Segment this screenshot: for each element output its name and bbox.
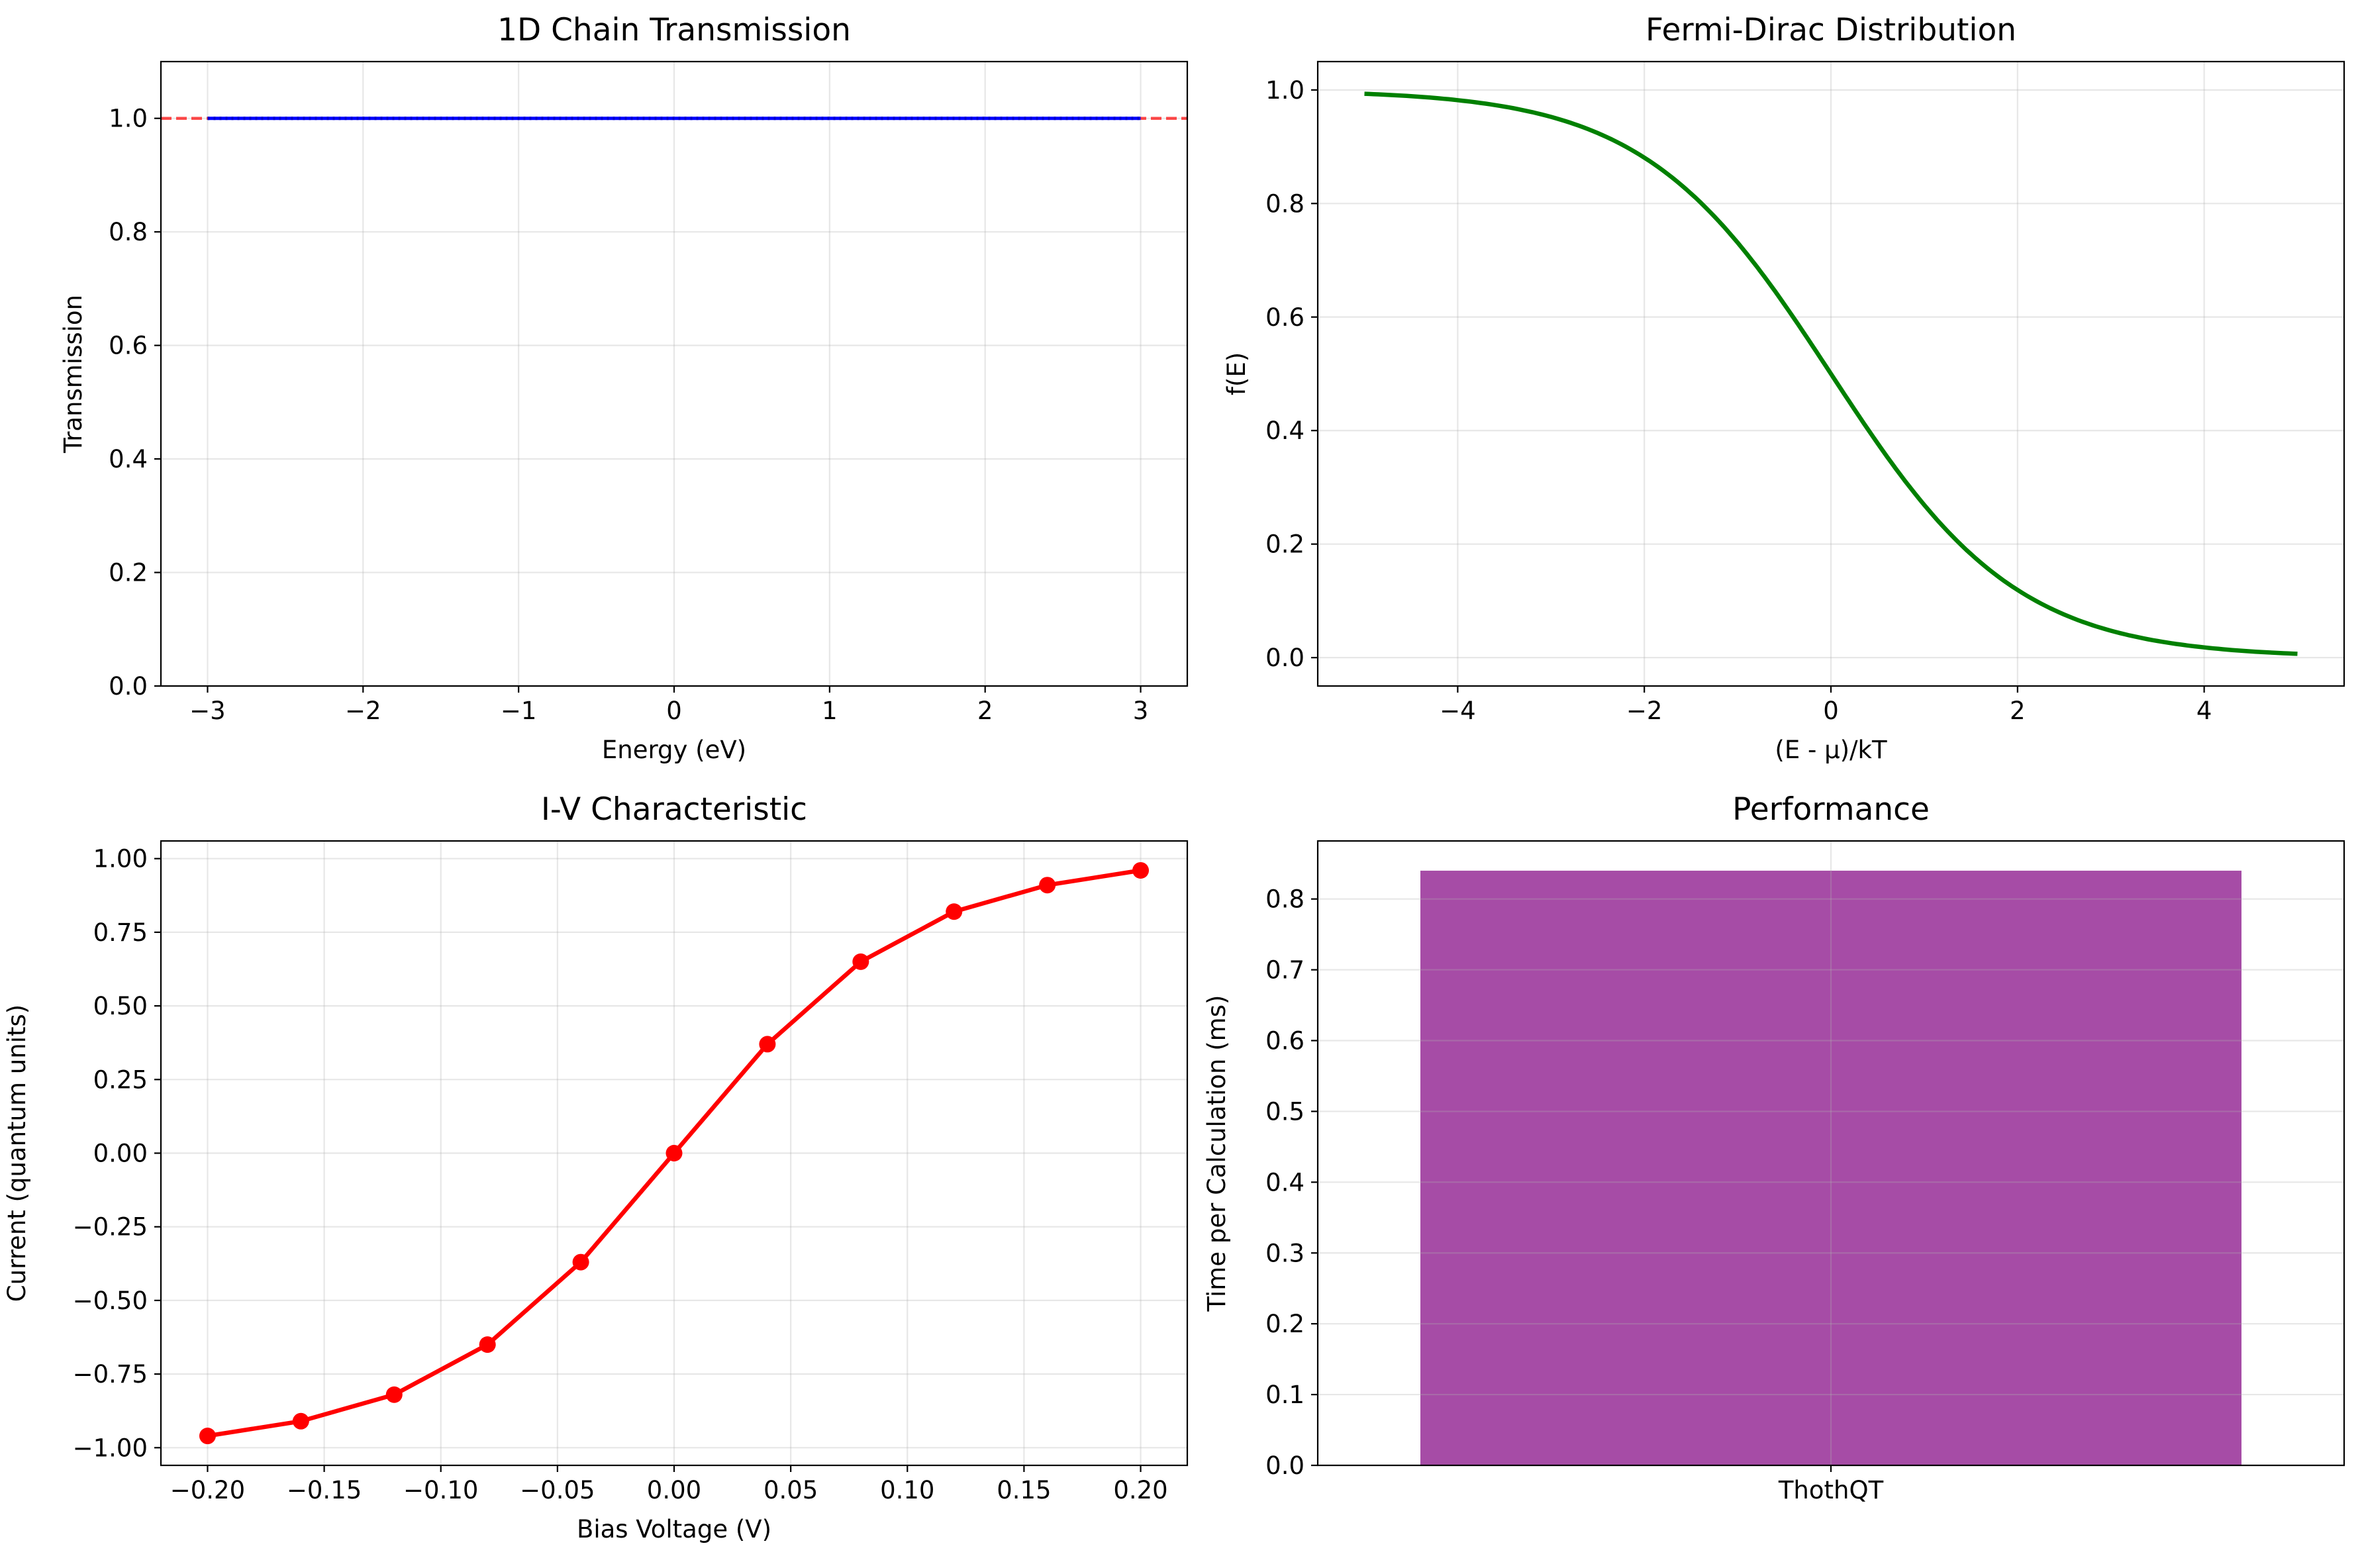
x-tick-label: 4: [2196, 697, 2212, 725]
x-tick-label: −0.20: [170, 1476, 245, 1504]
y-tick-label: 0.3: [1265, 1239, 1304, 1267]
series-line: [1364, 91, 2298, 656]
y-tick-label: −0.50: [73, 1287, 148, 1315]
data-point: [1132, 861, 1150, 879]
y-tick-label: 1.00: [93, 845, 148, 873]
data-point: [292, 1412, 309, 1430]
y-tick-label: 0.2: [1265, 1310, 1304, 1338]
y-axis-label: Time per Calculation (ms): [1203, 995, 1231, 1312]
y-tick-label: 0.8: [1265, 885, 1304, 914]
data-point: [759, 1036, 776, 1053]
x-tick-label: 1: [822, 697, 838, 725]
y-tick-label: 0.6: [1265, 303, 1304, 332]
y-tick-label: 0.0: [109, 672, 148, 701]
data-point: [946, 903, 963, 920]
x-tick-label: 0.00: [647, 1476, 701, 1504]
data-point: [665, 1145, 683, 1161]
x-axis-label: (E - μ)/kT: [1775, 736, 1887, 764]
x-tick-label: 0: [1823, 697, 1839, 725]
y-tick-label: 0.4: [109, 445, 148, 473]
y-tick-label: 0.2: [109, 559, 148, 587]
x-tick-label: −4: [1440, 697, 1476, 725]
x-tick-label: ThothQT: [1778, 1476, 1884, 1504]
y-tick-label: 0.6: [109, 332, 148, 360]
bar-thothqt: [1420, 870, 2241, 1465]
x-tick-label: −0.10: [403, 1476, 478, 1504]
data-layer: [1364, 91, 2298, 656]
y-tick-label: 0.5: [1265, 1097, 1304, 1126]
data-point: [385, 1386, 403, 1403]
y-tick-label: 0.50: [93, 992, 148, 1020]
y-tick-label: 0.7: [1265, 956, 1304, 985]
y-tick-label: 0.8: [109, 218, 148, 246]
x-tick-label: −3: [189, 697, 226, 725]
data-point: [852, 953, 869, 970]
x-tick-label: −1: [501, 697, 537, 725]
x-tick-label: 0.05: [763, 1476, 818, 1504]
x-tick-label: 2: [977, 697, 993, 725]
chart-title: I-V Characteristic: [541, 791, 807, 828]
y-tick-label: 0.6: [1265, 1027, 1304, 1055]
x-tick-label: 2: [2010, 697, 2026, 725]
y-tick-label: 0.1: [1265, 1381, 1304, 1409]
subplot-2: −4 −2 0 2 4 0.0 0.2 0.4 0.6 0.8 1.0 Fermi-Dirac Dis…: [1222, 12, 2345, 764]
chart-title: 1D Chain Transmission: [497, 12, 851, 48]
x-tick-label: 3: [1133, 697, 1149, 725]
y-tick-label: 0.4: [1265, 1168, 1304, 1197]
x-tick-label: −0.05: [520, 1476, 595, 1504]
y-axis-label: Transmission: [59, 295, 87, 454]
y-tick-label: 0.75: [93, 918, 148, 947]
x-tick-label: −2: [1626, 697, 1663, 725]
x-axis-label: Energy (eV): [602, 736, 746, 764]
y-tick-label: 0.4: [1265, 416, 1304, 445]
data-point: [199, 1428, 216, 1445]
chart-title: Fermi-Dirac Distribution: [1646, 12, 2016, 48]
y-axis-label: f(E): [1222, 352, 1251, 395]
y-tick-label: 0.8: [1265, 189, 1304, 218]
data-point: [479, 1336, 496, 1353]
y-tick-label: 1.0: [1265, 76, 1304, 105]
subplot-4: ThothQT 0.0 0.1 0.2 0.3 0.4 0.5 0.6 0.7 0.8 Perfor…: [1203, 791, 2345, 1504]
y-axis-label: Current (quantum units): [3, 1004, 31, 1302]
x-tick-label: 0.10: [880, 1476, 934, 1504]
data-point: [1039, 877, 1056, 894]
y-tick-label: −1.00: [73, 1434, 148, 1462]
y-tick-label: −0.25: [73, 1213, 148, 1242]
x-tick-label: 0: [666, 697, 682, 725]
y-tick-label: 1.0: [109, 105, 148, 133]
subplot-1: −3 −2 −1 0 1 2 3 0.0 0.2 0.4 0.6 0.8 1.0 1D Chain Tra…: [59, 12, 1189, 764]
y-tick-label: −0.75: [73, 1360, 148, 1389]
x-tick-label: −0.15: [287, 1476, 362, 1504]
x-tick-label: 0.15: [997, 1476, 1051, 1504]
x-tick-label: 0.20: [1113, 1476, 1167, 1504]
x-tick-label: −2: [345, 697, 381, 725]
y-tick-label: 0.0: [1265, 1451, 1304, 1480]
y-tick-label: 0.0: [1265, 644, 1304, 672]
y-tick-label: 0.00: [93, 1140, 148, 1168]
x-axis-label: Bias Voltage (V): [577, 1515, 771, 1544]
y-tick-label: 0.2: [1265, 530, 1304, 559]
chart-title: Performance: [1732, 791, 1930, 828]
data-layer: [199, 861, 1150, 1445]
subplot-3: −0.20 −0.15 −0.10 −0.05 0.00 0.05 0.10 0.15 0.20…: [3, 791, 1189, 1544]
y-tick-label: 0.25: [93, 1065, 148, 1094]
data-point: [572, 1253, 589, 1271]
